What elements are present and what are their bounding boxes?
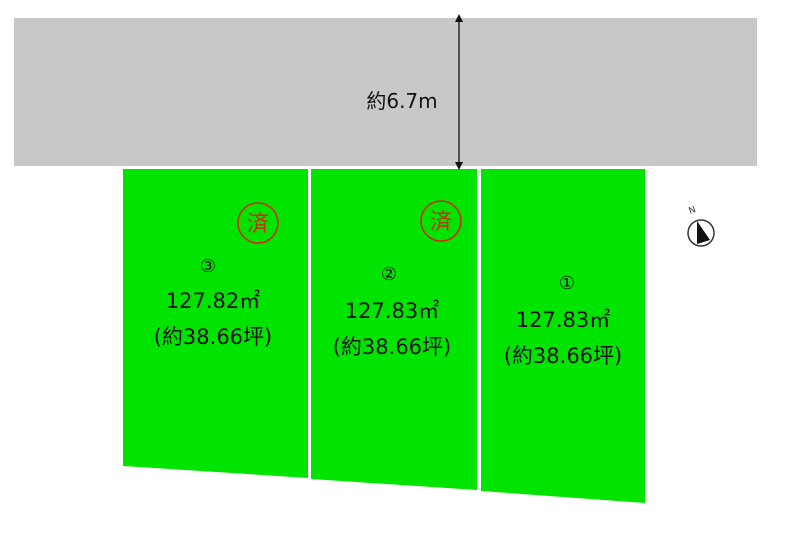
lot-1-number: ① — [559, 273, 575, 294]
arrow-down-icon — [455, 162, 463, 170]
stamp-lot-3: 済 — [237, 202, 279, 244]
lot-1 — [481, 169, 645, 503]
north-label: N — [688, 205, 698, 217]
lot-1-tsubo: (約38.66坪) — [504, 344, 623, 368]
lot-3 — [123, 169, 308, 478]
lot-1-area: 127.83㎡ — [516, 308, 610, 332]
road — [14, 18, 757, 166]
svg-text:済: 済 — [247, 212, 269, 237]
lot-3-tsubo: (約38.66坪) — [154, 325, 273, 349]
north-arrow-icon: N — [687, 205, 715, 247]
lot-3-area: 127.82㎡ — [166, 289, 260, 313]
svg-text:済: 済 — [430, 210, 452, 235]
road-width-dimension: 約6.7m — [366, 14, 463, 170]
lot-3-number: ③ — [200, 256, 216, 277]
lot-2-number: ② — [381, 264, 397, 285]
stamp-lot-2: 済 — [420, 200, 462, 242]
lot-2-tsubo: (約38.66坪) — [333, 335, 452, 359]
arrow-up-icon — [455, 14, 463, 22]
road-width-label: 約6.7m — [366, 89, 437, 113]
lot-2-area: 127.83㎡ — [345, 299, 439, 323]
lot-2 — [311, 169, 477, 490]
